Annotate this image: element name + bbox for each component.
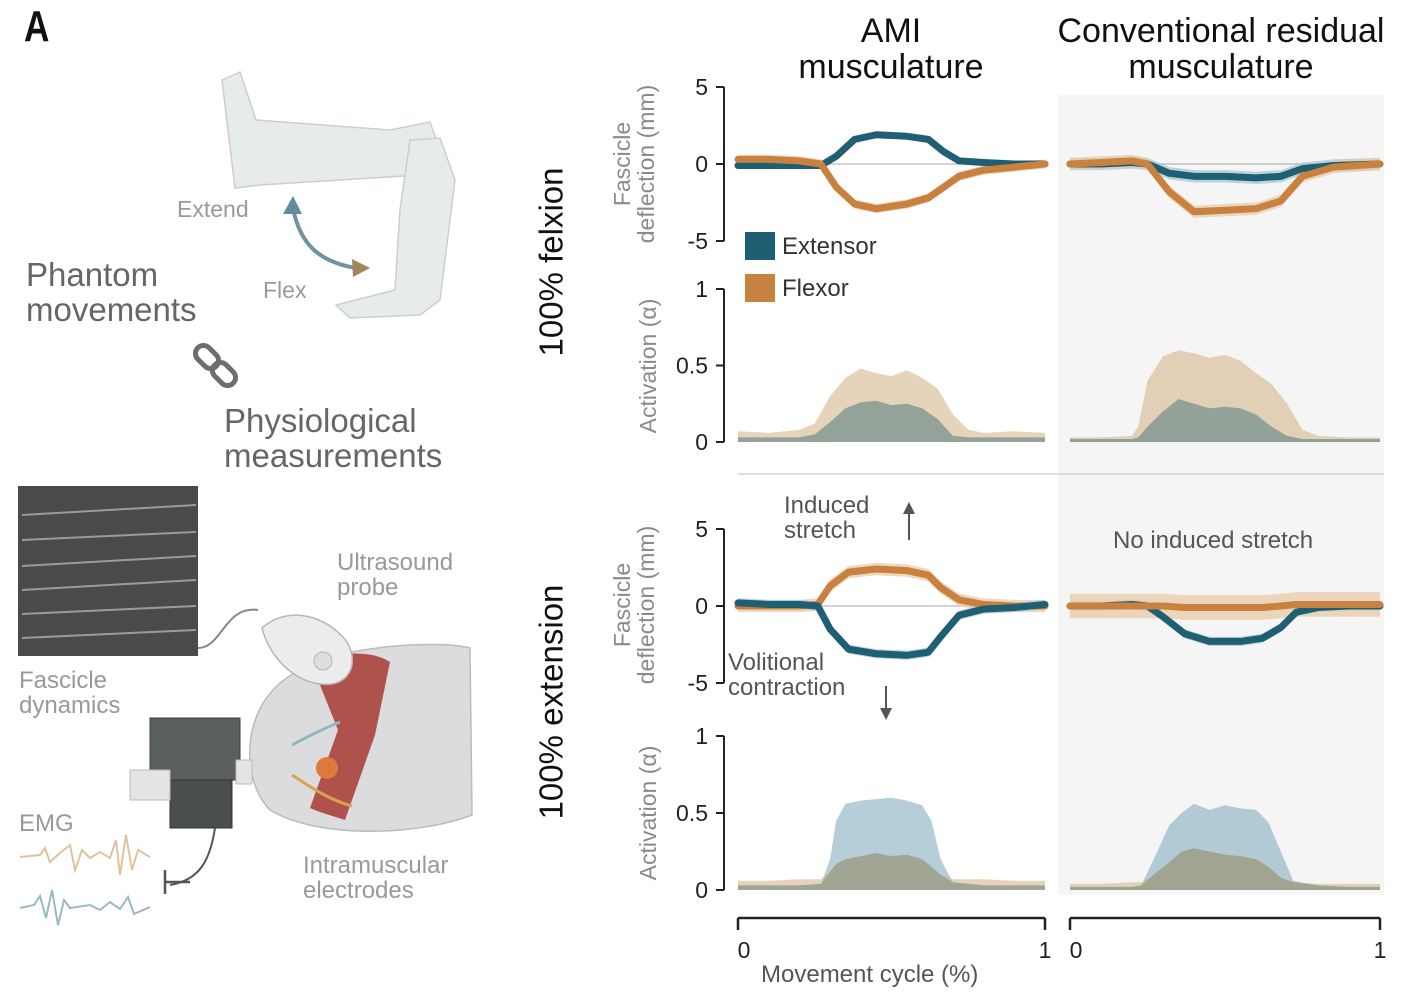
ultrasound-probe-icon [261, 614, 354, 686]
series-line-flexor [1066, 157, 1384, 216]
x-tick-label: 0 [1070, 937, 1083, 963]
series-overlap-area [738, 400, 1045, 442]
extend-label: Extend [177, 196, 249, 222]
x-axis-title: Movement cycle (%) [761, 961, 979, 988]
legend-label-extensor: Extensor [782, 233, 877, 260]
extend-arrowhead [283, 196, 302, 214]
phantom-movements-label: Phantom movements [26, 256, 197, 328]
y-tick-label: 1 [695, 723, 708, 749]
volitional-contraction-arrowhead [880, 708, 892, 720]
series-line-flexor [1066, 600, 1384, 612]
legend-label-flexor: Flexor [782, 275, 849, 302]
emg-cable [169, 827, 216, 886]
phantom-leg-image [221, 70, 456, 319]
electrode-wire-2 [291, 773, 353, 808]
x-tick-label: 1 [1374, 937, 1387, 963]
series-area-flexor [1070, 350, 1380, 442]
flex-label: Flex [263, 277, 307, 303]
muscle-junction [316, 757, 338, 779]
y-tick-label: 0.5 [676, 800, 708, 826]
chain-link-icon [192, 342, 239, 389]
series-area-extensor [1070, 803, 1380, 890]
series-line-flexor [734, 155, 1049, 213]
annotation-volitional-contraction: Volitional contraction [728, 649, 846, 702]
annotation-induced-stretch: Induced stretch [784, 492, 870, 545]
conventional-column-background [1058, 95, 1384, 895]
legend-swatch-flexor [745, 274, 775, 302]
row-title-extension: 100% extension [532, 584, 570, 820]
ylabel-extension-deflection: Fascicle deflection (mm) [608, 525, 659, 685]
series-overlap-area [1070, 848, 1380, 890]
y-tick-label: 0.5 [676, 353, 708, 379]
panel-letter: A [24, 2, 50, 51]
y-tick-label: -5 [688, 670, 708, 696]
emg-trace-extensor [19, 889, 151, 926]
series-band-flexor [738, 154, 1045, 214]
column-title-conventional: Conventional residual musculature [1057, 12, 1385, 86]
ylabel-flexion-activation: Activation (α) [634, 298, 661, 434]
ylabel-extension-activation: Activation (α) [634, 745, 661, 881]
legend-swatch-extensor [745, 232, 775, 260]
electrode-wire [291, 720, 341, 747]
series-overlap-area [738, 853, 1045, 890]
emg-label: EMG [19, 810, 74, 837]
y-tick-label: 5 [695, 516, 708, 542]
x-tick-label: 1 [1039, 937, 1052, 963]
emg-device-icon [129, 717, 253, 829]
series-area-extensor [738, 797, 1045, 890]
probe-cable [197, 608, 259, 649]
y-tick-label: 0 [695, 593, 708, 619]
extend-flex-arrow [291, 207, 357, 270]
intramuscular-electrodes-label: Intramuscular electrodes [303, 852, 449, 905]
y-tick-label: 0 [695, 877, 708, 903]
series-overlap-area [1070, 399, 1380, 442]
physiological-measurements-label: Physiological measurements [224, 402, 443, 474]
emg-trace-flexor [19, 834, 151, 876]
y-tick-label: 0 [695, 151, 708, 177]
ultrasound-probe-label: Ultrasound probe [337, 549, 454, 602]
ylabel-flexion-deflection: Fascicle deflection (mm) [608, 84, 659, 244]
y-tick-label: 5 [695, 74, 708, 100]
induced-stretch-arrowhead [903, 502, 915, 514]
series-line-extensor [734, 131, 1049, 170]
flex-arrowhead [352, 259, 370, 277]
y-tick-label: -5 [688, 228, 708, 254]
y-tick-label: 1 [695, 276, 708, 302]
series-line-extensor [734, 599, 1049, 659]
row-title-flexion: 100% felxion [532, 167, 570, 357]
annotation-no-induced-stretch: No induced stretch [1113, 527, 1314, 554]
y-tick-label: 0 [695, 429, 708, 455]
x-tick-label: 0 [738, 937, 751, 963]
emg-bracket [163, 870, 190, 894]
illustration [18, 70, 473, 926]
column-title-ami: AMI musculature [798, 12, 984, 86]
fascicle-dynamics-label: Fascicle dynamics [19, 667, 121, 720]
